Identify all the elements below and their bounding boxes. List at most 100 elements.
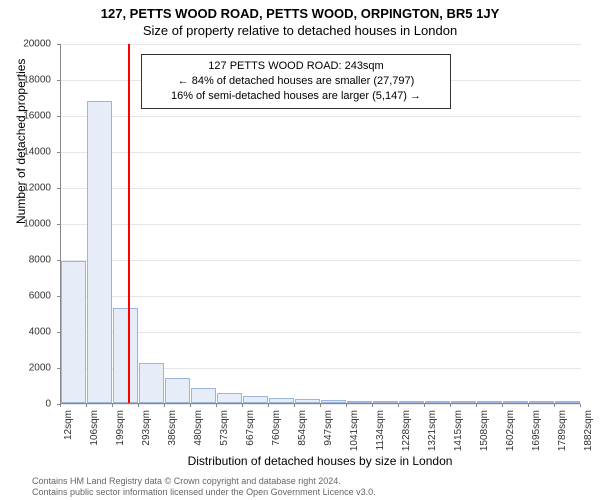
y-tick-label: 6000 (29, 291, 51, 302)
gridline (61, 188, 581, 189)
gridline (61, 404, 581, 405)
histogram-bar (269, 398, 294, 403)
y-tick-mark (57, 260, 60, 261)
x-tick-label: 1789sqm (557, 410, 568, 451)
x-tick-mark (372, 404, 373, 407)
chart-subtitle: Size of property relative to detached ho… (0, 21, 600, 38)
y-tick-label: 4000 (29, 327, 51, 338)
x-tick-mark (86, 404, 87, 407)
y-tick-mark (57, 152, 60, 153)
x-tick-mark (294, 404, 295, 407)
x-tick-label: 1882sqm (583, 410, 594, 451)
x-tick-mark (112, 404, 113, 407)
x-tick-mark (216, 404, 217, 407)
x-tick-mark (398, 404, 399, 407)
y-tick-mark (57, 332, 60, 333)
y-tick-label: 20000 (23, 39, 51, 50)
chart-plot-area: 127 PETTS WOOD ROAD: 243sqm← 84% of deta… (60, 44, 580, 404)
annotation-line: 127 PETTS WOOD ROAD: 243sqm (150, 59, 442, 74)
histogram-bar (61, 261, 86, 403)
x-tick-label: 1602sqm (505, 410, 516, 451)
x-tick-mark (528, 404, 529, 407)
x-tick-label: 1695sqm (531, 410, 542, 451)
y-tick-label: 2000 (29, 363, 51, 374)
x-tick-mark (450, 404, 451, 407)
x-tick-mark (424, 404, 425, 407)
annotation-line: ← 84% of detached houses are smaller (27… (150, 74, 442, 89)
y-tick-mark (57, 80, 60, 81)
x-tick-mark (554, 404, 555, 407)
y-tick-mark (57, 296, 60, 297)
x-tick-mark (268, 404, 269, 407)
annotation-box: 127 PETTS WOOD ROAD: 243sqm← 84% of deta… (141, 54, 451, 109)
x-tick-mark (502, 404, 503, 407)
gridline (61, 332, 581, 333)
y-tick-label: 10000 (23, 219, 51, 230)
x-tick-label: 1041sqm (349, 410, 360, 451)
y-tick-label: 18000 (23, 75, 51, 86)
histogram-bar (529, 401, 554, 403)
x-tick-mark (60, 404, 61, 407)
histogram-bar (295, 399, 320, 403)
plot-region: 127 PETTS WOOD ROAD: 243sqm← 84% of deta… (60, 44, 580, 404)
histogram-bar (347, 401, 372, 403)
footer-attribution: Contains HM Land Registry data © Crown c… (32, 476, 376, 498)
x-tick-label: 480sqm (193, 410, 204, 446)
histogram-bar (113, 308, 138, 403)
histogram-bar (399, 401, 424, 403)
y-tick-mark (57, 188, 60, 189)
x-axis-label: Distribution of detached houses by size … (60, 454, 580, 468)
histogram-bar (425, 401, 450, 403)
x-tick-label: 1415sqm (453, 410, 464, 451)
footer-line-1: Contains HM Land Registry data © Crown c… (32, 476, 376, 487)
x-tick-label: 199sqm (115, 410, 126, 446)
x-tick-label: 1508sqm (479, 410, 490, 451)
y-tick-label: 8000 (29, 255, 51, 266)
histogram-bar (555, 401, 580, 403)
x-tick-mark (242, 404, 243, 407)
property-marker-line (128, 44, 130, 403)
x-tick-mark (164, 404, 165, 407)
gridline (61, 260, 581, 261)
footer-line-2: Contains public sector information licen… (32, 487, 376, 498)
x-tick-mark (580, 404, 581, 407)
histogram-bar (87, 101, 112, 403)
x-tick-mark (346, 404, 347, 407)
histogram-bar (191, 388, 216, 403)
x-tick-label: 854sqm (297, 410, 308, 446)
x-tick-label: 106sqm (89, 410, 100, 446)
histogram-bar (217, 393, 242, 403)
x-tick-label: 573sqm (219, 410, 230, 446)
x-tick-label: 1228sqm (401, 410, 412, 451)
y-tick-label: 0 (45, 399, 51, 410)
x-axis-ticks: 12sqm106sqm199sqm293sqm386sqm480sqm573sq… (60, 406, 580, 456)
x-tick-mark (320, 404, 321, 407)
y-tick-mark (57, 44, 60, 45)
chart-title: 127, PETTS WOOD ROAD, PETTS WOOD, ORPING… (0, 0, 600, 21)
histogram-bar (139, 363, 164, 403)
y-tick-mark (57, 116, 60, 117)
x-tick-mark (138, 404, 139, 407)
histogram-bar (373, 401, 398, 403)
x-tick-mark (476, 404, 477, 407)
x-tick-label: 667sqm (245, 410, 256, 446)
y-tick-label: 14000 (23, 147, 51, 158)
histogram-bar (451, 401, 476, 403)
x-tick-label: 1134sqm (375, 410, 386, 450)
x-tick-label: 1321sqm (427, 410, 438, 451)
x-tick-label: 760sqm (271, 410, 282, 446)
y-tick-label: 16000 (23, 111, 51, 122)
histogram-bar (503, 401, 528, 403)
x-tick-mark (190, 404, 191, 407)
gridline (61, 296, 581, 297)
gridline (61, 44, 581, 45)
y-tick-mark (57, 224, 60, 225)
annotation-line: 16% of semi-detached houses are larger (… (150, 89, 442, 104)
gridline (61, 152, 581, 153)
histogram-bar (165, 378, 190, 403)
histogram-bar (243, 396, 268, 403)
chart-container: 127, PETTS WOOD ROAD, PETTS WOOD, ORPING… (0, 0, 600, 500)
gridline (61, 116, 581, 117)
histogram-bar (477, 401, 502, 403)
gridline (61, 224, 581, 225)
